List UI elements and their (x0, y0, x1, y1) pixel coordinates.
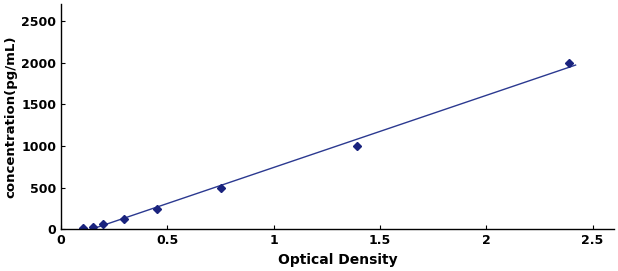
Y-axis label: concentration(pg/mL): concentration(pg/mL) (4, 36, 17, 198)
X-axis label: Optical Density: Optical Density (277, 253, 397, 267)
